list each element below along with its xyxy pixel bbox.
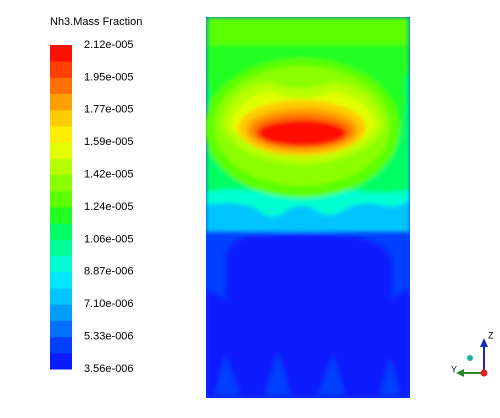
color-band	[50, 207, 72, 224]
colorbar-label: 1.95e-005	[84, 71, 134, 83]
colorbar-label: 1.24e-005	[84, 201, 134, 213]
colorbar-label: 7.10e-006	[84, 298, 134, 310]
colorbar-label: 1.06e-005	[84, 233, 134, 245]
colorbar-label: 5.33e-006	[84, 331, 134, 343]
color-band	[50, 93, 72, 111]
color-band	[50, 304, 72, 321]
colorbar-label: 8.87e-006	[84, 266, 134, 278]
axis-triad: Z Y	[451, 330, 494, 377]
legend-title: Nh3.Mass Fraction	[50, 16, 142, 28]
color-band	[50, 288, 72, 305]
color-band	[50, 255, 72, 273]
color-band	[50, 174, 72, 192]
color-band	[50, 320, 72, 338]
color-band	[50, 77, 72, 95]
axis-label: Y	[451, 364, 457, 374]
color-band	[50, 190, 72, 208]
colorbar-label: 1.42e-005	[84, 169, 134, 181]
colorbar: 2.12e-005 1.95e-005 1.77e-005 1.59e-005 1.42…	[50, 39, 134, 375]
colorbar-label: 1.59e-005	[84, 136, 134, 148]
colorbar-label: 3.56e-006	[84, 363, 134, 375]
color-band	[50, 61, 72, 78]
color-band	[50, 352, 72, 370]
color-band	[50, 158, 72, 176]
color-band	[50, 45, 72, 62]
color-band	[50, 336, 72, 354]
contour-field	[206, 17, 410, 398]
colorbar-label: 2.12e-005	[84, 39, 134, 51]
color-band	[50, 142, 72, 159]
color-band	[50, 239, 72, 257]
color-band	[50, 223, 72, 240]
color-band	[50, 271, 72, 289]
axis-label: Z	[488, 330, 494, 340]
color-band	[50, 109, 72, 127]
color-band	[50, 126, 72, 143]
colorbar-label: 1.77e-005	[84, 104, 134, 116]
